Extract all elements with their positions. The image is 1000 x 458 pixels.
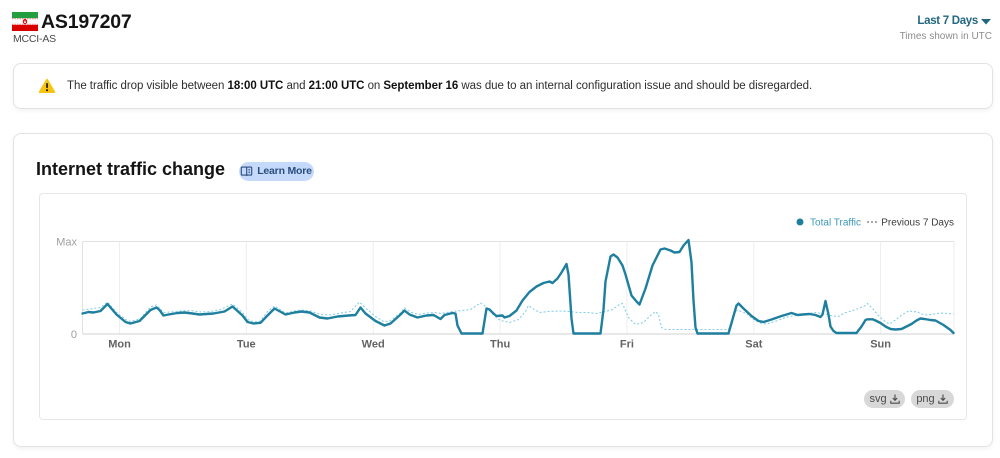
svg-text:Tue: Tue xyxy=(237,339,256,351)
svg-text:Mon: Mon xyxy=(108,339,131,351)
svg-text:Fri: Fri xyxy=(620,339,634,351)
svg-text:Max: Max xyxy=(56,237,77,249)
svg-text:Previous 7 Days: Previous 7 Days xyxy=(881,218,954,229)
svg-text:Total Traffic: Total Traffic xyxy=(810,218,861,229)
svg-text:Sun: Sun xyxy=(870,339,891,351)
svg-text:0: 0 xyxy=(71,329,77,341)
svg-text:Wed: Wed xyxy=(362,339,385,351)
svg-text:Sat: Sat xyxy=(745,339,762,351)
svg-text:Thu: Thu xyxy=(490,339,510,351)
